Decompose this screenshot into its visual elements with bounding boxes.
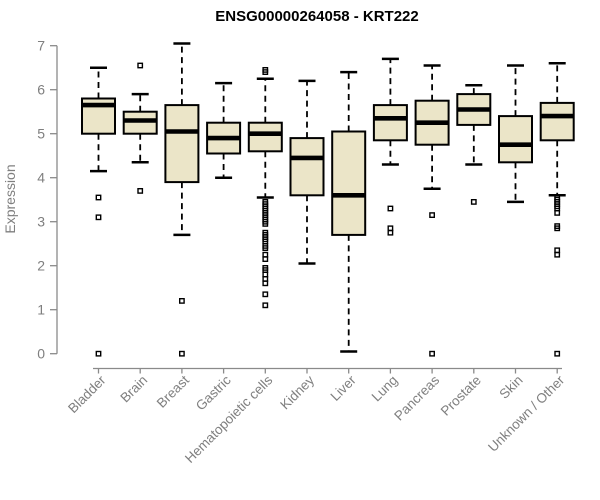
box-group-unknown-other [539, 62, 575, 357]
iqr-box [331, 130, 367, 236]
x-tick-label-lung: Lung [369, 373, 401, 405]
outlier-point [262, 280, 269, 287]
x-tick-label-brain: Brain [117, 373, 150, 406]
box-group-hematopoietic-cells [247, 66, 283, 309]
iqr-box [247, 121, 283, 153]
box-group-prostate [456, 84, 492, 205]
outlier-point [178, 350, 185, 357]
outlier-point [262, 245, 269, 251]
x-tick-label-pancreas: Pancreas [391, 372, 442, 423]
y-tick-label: 4 [37, 170, 45, 186]
x-tick-label-breast: Breast [154, 372, 192, 410]
y-tick-label: 1 [37, 302, 45, 318]
outlier-point [262, 302, 269, 309]
box-group-kidney [289, 79, 325, 265]
outlier-point [429, 212, 435, 218]
x-tick-label-prostate: Prostate [438, 373, 484, 419]
outlier-point [554, 251, 561, 258]
outlier-point [178, 298, 185, 304]
outlier-point [262, 220, 269, 227]
box-group-brain [122, 62, 158, 194]
outlier-point [554, 209, 561, 216]
y-tick-label: 7 [37, 38, 45, 54]
outlier-point [429, 350, 435, 357]
box-group-breast [164, 42, 200, 357]
iqr-box [539, 101, 575, 142]
outlier-point [554, 350, 561, 357]
box-group-liver [331, 70, 367, 353]
box-series [81, 42, 575, 357]
x-tick-label-skin: Skin [496, 373, 525, 402]
box-group-gastric [206, 81, 242, 179]
y-tick-label: 5 [37, 126, 45, 142]
y-tick-label: 6 [37, 82, 45, 98]
y-tick-label: 3 [37, 214, 45, 230]
x-tick-label-kidney: Kidney [277, 372, 317, 412]
iqr-box [498, 115, 533, 164]
x-tick-label-unknown-other: Unknown / Other [485, 372, 568, 455]
outlier-point [262, 291, 269, 298]
iqr-box [289, 137, 325, 197]
iqr-box [164, 104, 200, 184]
chart-title: ENSG00000264058 - KRT222 [215, 8, 418, 25]
outlier-point [262, 256, 269, 262]
outlier-point [262, 69, 269, 76]
outlier-point [554, 225, 561, 232]
outlier-point [95, 350, 102, 357]
x-tick-label-bladder: Bladder [65, 372, 109, 416]
outlier-point [137, 62, 144, 69]
outlier-point [95, 194, 102, 201]
box-group-lung [372, 57, 408, 236]
outlier-point [137, 187, 144, 194]
y-tick-label: 0 [37, 346, 45, 362]
box-group-bladder [81, 66, 116, 357]
y-axis-label: Expression [2, 164, 18, 233]
outlier-point [95, 214, 102, 221]
box-group-skin [498, 64, 533, 204]
y-tick-label: 2 [37, 258, 45, 274]
x-tick-label-liver: Liver [328, 372, 360, 404]
x-tick-label-gastric: Gastric [193, 372, 234, 413]
outlier-point [387, 205, 394, 212]
iqr-box [372, 104, 408, 142]
outlier-point [387, 229, 394, 236]
outlier-point [470, 198, 477, 205]
box-group-pancreas [414, 64, 450, 357]
